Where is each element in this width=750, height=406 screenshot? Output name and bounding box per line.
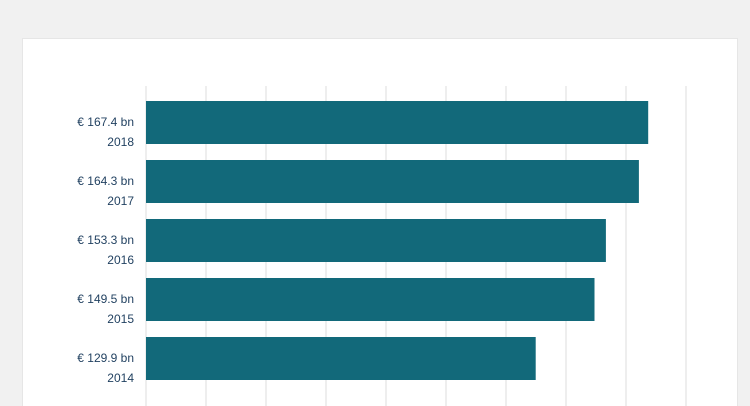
y-tick-label: 2016 bbox=[107, 253, 134, 267]
value-label: € 149.5 bn bbox=[77, 292, 134, 306]
bar bbox=[146, 101, 649, 144]
y-tick-label: 2014 bbox=[107, 371, 134, 385]
y-tick-label: 2015 bbox=[107, 312, 134, 326]
bar bbox=[146, 219, 606, 262]
value-label: € 153.3 bn bbox=[77, 233, 134, 247]
value-label: € 129.9 bn bbox=[77, 351, 134, 365]
bar bbox=[146, 337, 536, 380]
bar bbox=[146, 160, 639, 203]
value-label: € 167.4 bn bbox=[77, 115, 134, 129]
bar bbox=[146, 278, 595, 321]
y-tick-label: 2018 bbox=[107, 135, 134, 149]
y-tick-label: 2017 bbox=[107, 194, 134, 208]
value-label: € 164.3 bn bbox=[77, 174, 134, 188]
